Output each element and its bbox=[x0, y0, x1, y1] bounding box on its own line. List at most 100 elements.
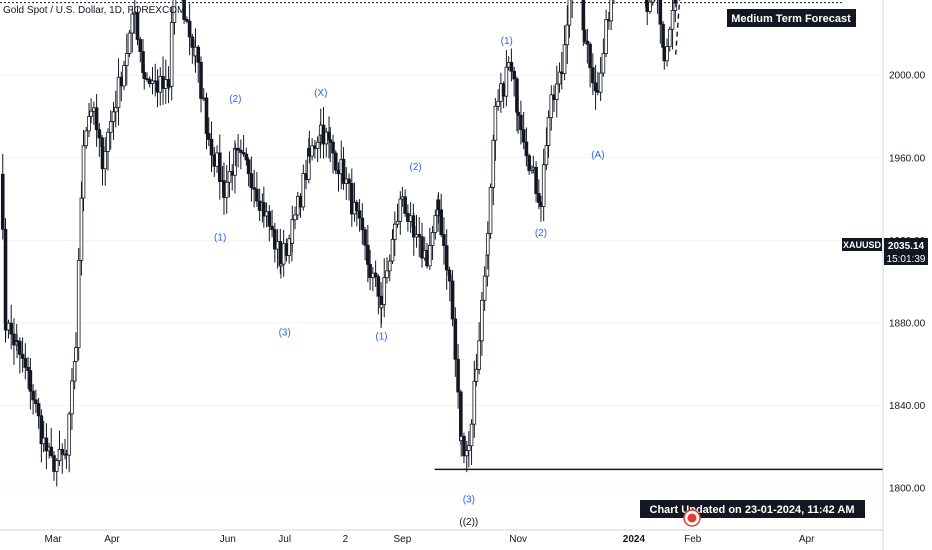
candle-body bbox=[554, 83, 559, 100]
wave-label: (3) bbox=[279, 327, 291, 338]
time-tick-label: 2 bbox=[343, 534, 349, 545]
candle-body bbox=[544, 145, 549, 166]
candle-body bbox=[108, 121, 113, 133]
candle-body bbox=[474, 368, 479, 382]
time-tick-label: Jun bbox=[220, 534, 236, 545]
candle-body bbox=[44, 437, 49, 452]
candle-body bbox=[113, 107, 118, 113]
wave-label: (1) bbox=[375, 331, 387, 342]
candle-body bbox=[355, 202, 359, 212]
candle-body bbox=[142, 72, 147, 79]
candle-body bbox=[493, 105, 498, 141]
candle-body bbox=[385, 270, 389, 279]
candle-body bbox=[239, 149, 243, 153]
candle-body bbox=[593, 82, 598, 92]
wave-label: (3) bbox=[463, 494, 475, 505]
candle-body bbox=[390, 238, 395, 262]
candle-body bbox=[12, 333, 16, 346]
wave-label: (2) bbox=[535, 228, 547, 239]
candle-body bbox=[524, 141, 529, 157]
candle-body bbox=[182, 0, 186, 20]
candle-body bbox=[650, 0, 655, 3]
time-tick-label: Feb bbox=[684, 534, 702, 545]
candle-body bbox=[34, 399, 38, 404]
candle-body bbox=[565, 24, 570, 46]
time-axis[interactable]: Mar Apr Jun Jul 2 Sep Nov 2024 Feb Apr bbox=[45, 534, 816, 545]
symbol-tag bbox=[842, 238, 882, 251]
price-tag: XAUUSD 2035.14 15:01:39 bbox=[842, 238, 928, 265]
candle-body bbox=[23, 358, 28, 368]
candle-body bbox=[270, 225, 274, 231]
candle-body bbox=[122, 65, 126, 87]
candle-body bbox=[244, 153, 249, 161]
price-tick-label: 1960.00 bbox=[889, 153, 926, 164]
candle-body bbox=[453, 318, 458, 360]
candle-body bbox=[591, 67, 595, 84]
candle-body bbox=[428, 245, 432, 267]
logo-icon-inner bbox=[687, 513, 697, 523]
forecast-badge-text: Medium Term Forecast bbox=[731, 13, 851, 25]
candle-body bbox=[673, 0, 678, 4]
candle-body bbox=[209, 139, 214, 156]
time-tick-label: Apr bbox=[104, 534, 120, 545]
candle-body bbox=[249, 173, 254, 189]
candle-body bbox=[206, 133, 211, 140]
candle-body bbox=[349, 182, 354, 215]
grid-layer bbox=[0, 74, 883, 489]
candle-body bbox=[57, 448, 62, 462]
candle-body bbox=[480, 299, 484, 342]
time-tick-label: Sep bbox=[393, 534, 411, 545]
candle-body bbox=[379, 304, 384, 309]
candle-body bbox=[398, 198, 403, 222]
candle-body bbox=[185, 19, 189, 22]
candle-body bbox=[49, 446, 54, 457]
candle-body bbox=[0, 173, 5, 230]
candle-body bbox=[315, 141, 320, 149]
candle-body bbox=[70, 380, 74, 415]
candle-body bbox=[382, 277, 387, 305]
candle-body bbox=[373, 272, 378, 278]
candle-body bbox=[255, 188, 259, 202]
bar-countdown: 15:01:39 bbox=[887, 254, 926, 265]
candle-body bbox=[485, 233, 490, 256]
candle-body bbox=[196, 46, 201, 63]
symbol-tag-text: XAUUSD bbox=[843, 240, 882, 250]
time-tick-label: Mar bbox=[45, 534, 63, 545]
candle-body bbox=[467, 445, 471, 451]
candle-body bbox=[496, 100, 500, 107]
candle-body bbox=[469, 423, 474, 447]
wave-label: (2) bbox=[229, 94, 241, 105]
candle-body bbox=[368, 264, 372, 278]
candle-body bbox=[477, 340, 481, 370]
candle-body bbox=[60, 448, 65, 455]
candle-body bbox=[227, 171, 232, 183]
candle-body bbox=[537, 193, 541, 203]
candle-body bbox=[103, 150, 108, 170]
candle-body bbox=[301, 173, 306, 208]
candle-body bbox=[252, 187, 256, 190]
candle-body bbox=[94, 107, 99, 131]
candle-body bbox=[241, 152, 246, 155]
candle-body bbox=[89, 110, 93, 117]
candle-body bbox=[387, 260, 392, 272]
candle-body bbox=[482, 275, 487, 301]
candle-body bbox=[403, 196, 407, 214]
candle-body bbox=[36, 403, 41, 417]
candle-body bbox=[74, 347, 78, 362]
last-price-tag bbox=[884, 238, 928, 265]
candle-body bbox=[236, 147, 240, 151]
wave-label: (1) bbox=[501, 36, 513, 47]
candle-body bbox=[217, 152, 222, 182]
candle-body bbox=[190, 36, 195, 48]
candle-body bbox=[472, 380, 477, 425]
candle-body bbox=[541, 164, 546, 207]
candle-body bbox=[430, 232, 435, 246]
chart-title: Gold Spot / U.S. Dollar, 1D, FOREXCOM bbox=[3, 5, 185, 16]
candle-body bbox=[366, 244, 370, 265]
candle-body bbox=[293, 214, 297, 221]
candle-body bbox=[328, 139, 333, 143]
candle-body bbox=[439, 209, 443, 235]
candle-body bbox=[262, 202, 266, 217]
candle-body bbox=[436, 199, 441, 211]
